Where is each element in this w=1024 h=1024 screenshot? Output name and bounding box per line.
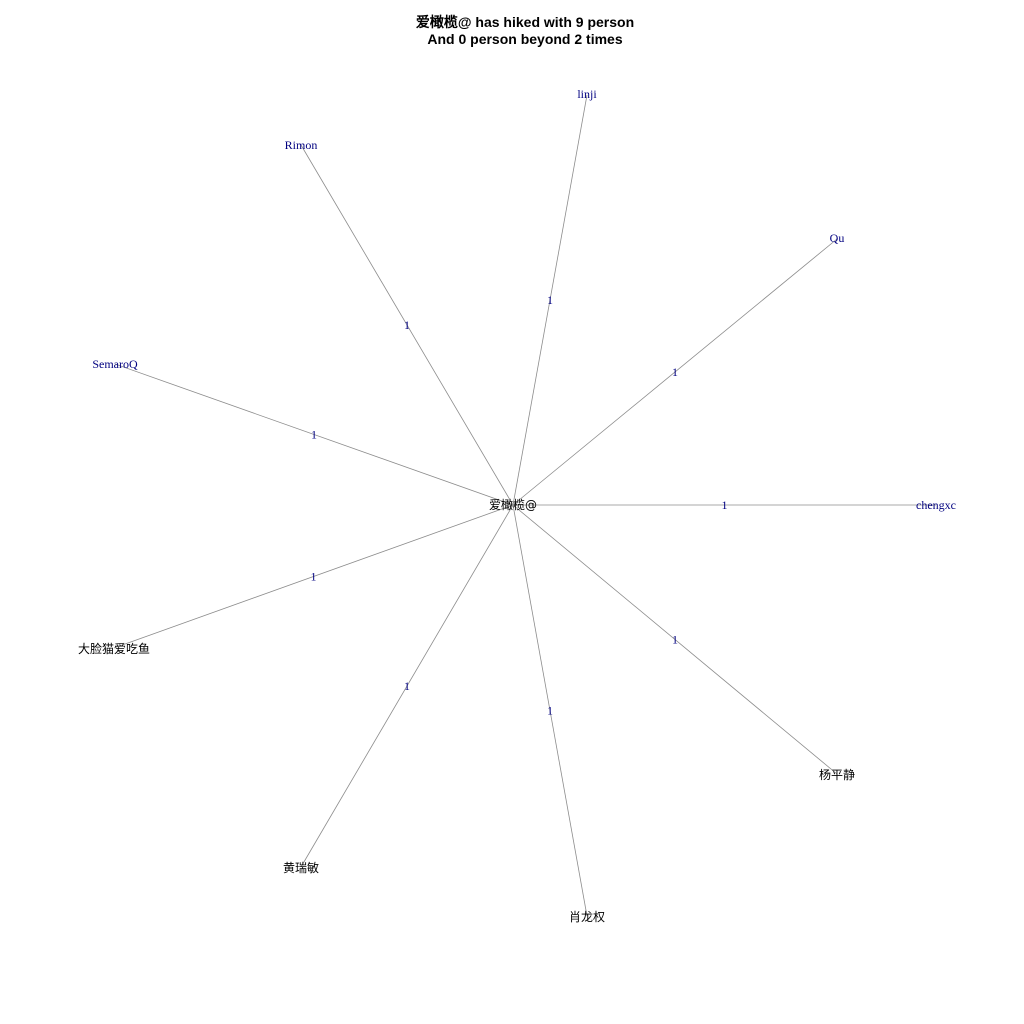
- node-huangruimin: 黄瑞敏: [283, 860, 319, 875]
- edge-semaroq: [114, 363, 514, 506]
- edge-dalianmao: [113, 504, 514, 649]
- edge-weight-dalianmao: 1: [311, 570, 317, 584]
- node-linji: linji: [577, 87, 597, 101]
- node-dalianmao: 大脸猫爱吃鱼: [78, 642, 150, 656]
- edges: [113, 94, 936, 917]
- edge-weight-semaroq: 1: [311, 428, 317, 442]
- edge-yangpingjing: [512, 504, 838, 775]
- edge-huangruimin: [300, 504, 514, 868]
- edge-weight-xiaolongquan: 1: [547, 704, 553, 718]
- node-xiaolongquan: 肖龙权: [569, 910, 605, 924]
- node-chengxc: chengxc: [916, 498, 956, 512]
- edge-labels: 1 1 1 1 1 1 1 1 1: [311, 293, 728, 718]
- edge-weight-linji: 1: [547, 293, 553, 307]
- edge-xiaolongquan: [512, 504, 588, 917]
- edge-linji: [512, 94, 588, 506]
- edge-weight-rimon: 1: [404, 318, 410, 332]
- title-line-2: And 0 person beyond 2 times: [427, 31, 622, 47]
- edge-weight-qu: 1: [672, 365, 678, 379]
- node-qu: Qu: [830, 231, 845, 245]
- edge-qu: [512, 238, 838, 506]
- edge-weight-huangruimin: 1: [404, 679, 410, 693]
- node-rimon: Rimon: [285, 138, 318, 152]
- edge-weight-yangpingjing: 1: [672, 633, 678, 647]
- edge-weight-chengxc: 1: [722, 498, 728, 512]
- title-line-1: 爱橄榄@ has hiked with 9 person: [416, 14, 634, 30]
- node-labels: 爱橄榄@ linji Rimon Qu SemaroQ chengxc 大脸猫爱吃鱼杨平静…: [78, 87, 956, 924]
- node-yangpingjing: 杨平静: [819, 767, 855, 782]
- node-semaroq: SemaroQ: [92, 357, 138, 371]
- edge-rimon: [300, 144, 514, 506]
- node-center: 爱橄榄@: [489, 497, 537, 512]
